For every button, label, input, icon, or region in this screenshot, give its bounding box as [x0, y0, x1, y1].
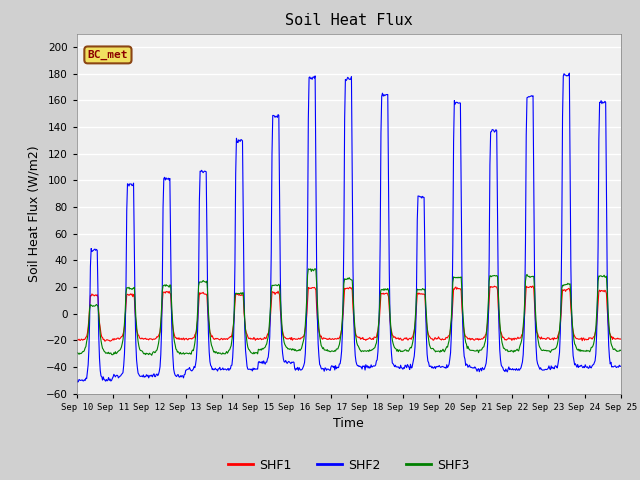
X-axis label: Time: Time	[333, 417, 364, 430]
Title: Soil Heat Flux: Soil Heat Flux	[285, 13, 413, 28]
Y-axis label: Soil Heat Flux (W/m2): Soil Heat Flux (W/m2)	[28, 145, 40, 282]
Text: BC_met: BC_met	[88, 50, 128, 60]
Legend: SHF1, SHF2, SHF3: SHF1, SHF2, SHF3	[223, 454, 474, 477]
